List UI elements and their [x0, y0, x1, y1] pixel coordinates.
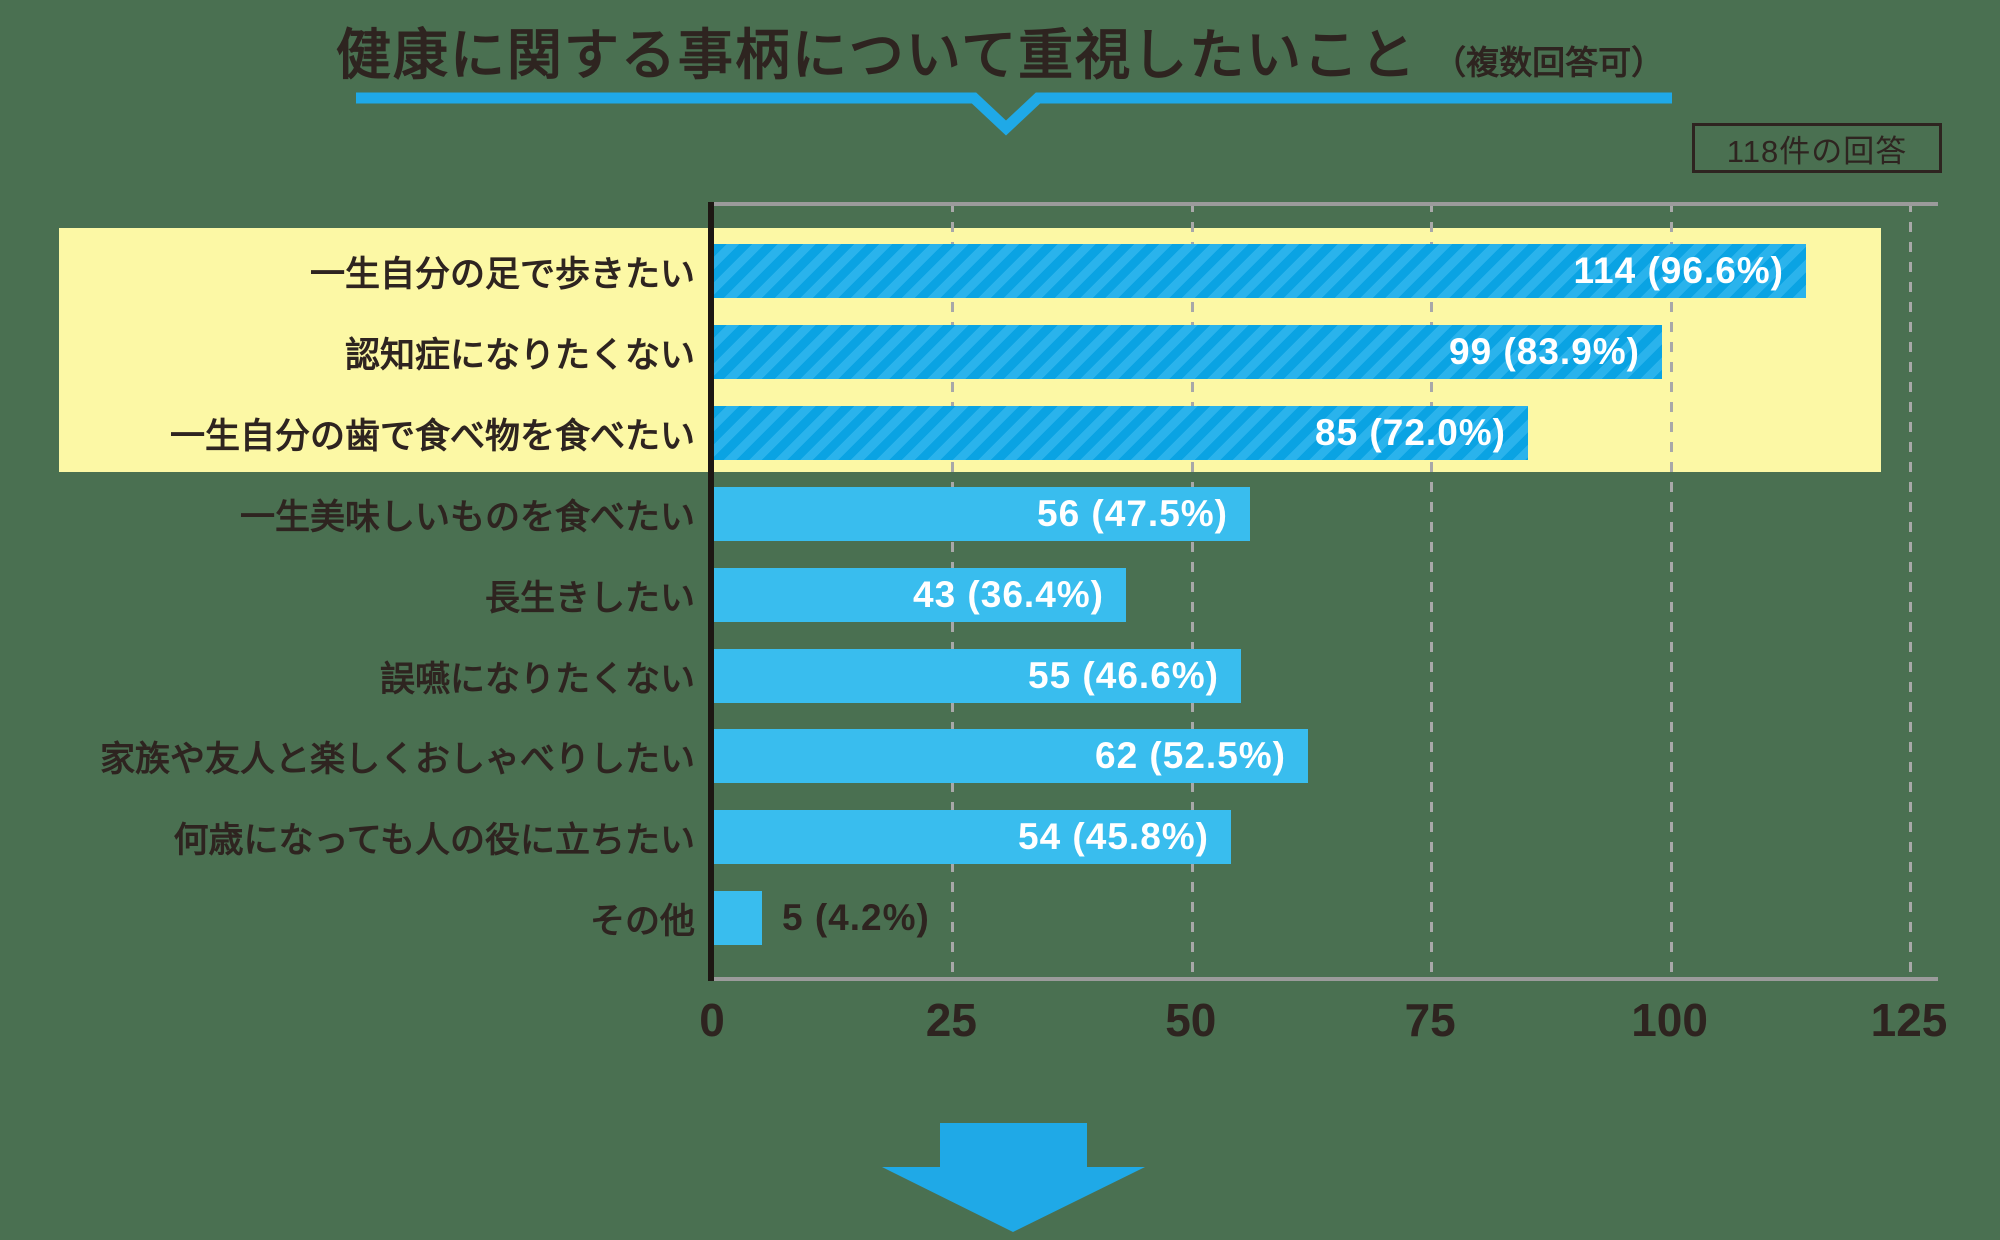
bar: 114 (96.6%): [714, 244, 1806, 298]
answer-count-label: 118件の回答: [1726, 133, 1908, 169]
chart-row: 一生自分の足で歩きたい 114 (96.6%): [0, 244, 2000, 298]
chart-row: 認知症になりたくない 99 (83.9%): [0, 325, 2000, 379]
bar-value-label: 85 (72.0%): [1315, 412, 1506, 453]
bar: 55 (46.6%): [714, 649, 1241, 703]
bar: 43 (36.4%): [714, 568, 1126, 622]
bar-value-label: 5 (4.2%): [782, 897, 930, 938]
down-arrow-icon: [882, 1123, 1145, 1232]
x-axis-tick: 125: [1870, 994, 1948, 1046]
category-label: 一生自分の足で歩きたい: [309, 254, 695, 294]
bar: 5 (4.2%): [714, 891, 929, 945]
chart-row: 一生美味しいものを食べたい 56 (47.5%): [0, 487, 2000, 541]
category-label: 誤嚥になりたくない: [379, 659, 695, 699]
category-label: 認知症になりたくない: [344, 335, 695, 375]
x-axis-baseline: [708, 977, 1938, 981]
x-axis-tick: 25: [925, 994, 977, 1046]
bar-value-label: 54 (45.8%): [1018, 816, 1209, 857]
chart-row: 長生きしたい 43 (36.4%): [0, 568, 2000, 622]
y-axis-line: [708, 202, 714, 981]
x-axis-tick: 50: [1165, 994, 1217, 1046]
title-underline-pointer: [356, 92, 1672, 136]
gridline: [1669, 202, 1673, 980]
chart-row: 誤嚥になりたくない 55 (46.6%): [0, 649, 2000, 703]
bar-value-label: 55 (46.6%): [1028, 655, 1219, 696]
bar-value-label: 56 (47.5%): [1037, 493, 1228, 534]
bar-value-label: 62 (52.5%): [1095, 735, 1286, 776]
bar-value-label: 43 (36.4%): [913, 574, 1104, 615]
chart-title-note: （複数回答可）: [1433, 44, 1665, 81]
x-axis-tick: 75: [1404, 994, 1456, 1046]
category-label: 長生きしたい: [484, 578, 695, 618]
bar: 85 (72.0%): [714, 406, 1528, 460]
chart-row: 一生自分の歯で食べ物を食べたい 85 (72.0%): [0, 406, 2000, 460]
plot-top-border: [708, 202, 1938, 206]
category-label: 何歳になっても人の役に立ちたい: [173, 820, 695, 860]
category-label: その他: [589, 901, 695, 941]
bar: 54 (45.8%): [714, 810, 1231, 864]
bar-value-label: 99 (83.9%): [1449, 331, 1640, 372]
chart-row: その他 5 (4.2%): [0, 891, 2000, 945]
category-label: 一生自分の歯で食べ物を食べたい: [169, 416, 695, 456]
x-axis-tick: 100: [1631, 994, 1708, 1046]
chart-row: 何歳になっても人の役に立ちたい 54 (45.8%): [0, 810, 2000, 864]
bar-value-label: 114 (96.6%): [1573, 250, 1784, 291]
gridline: [1909, 202, 1912, 980]
category-label: 家族や友人と楽しくおしゃべりしたい: [99, 739, 695, 779]
chart-title: 健康に関する事柄について重視したいこと: [335, 24, 1418, 86]
chart-title-row: 健康に関する事柄について重視したいこと （複数回答可）: [0, 10, 2000, 90]
gridline: [1430, 202, 1434, 980]
bar: 56 (47.5%): [714, 487, 1250, 541]
x-axis-tick: 0: [699, 994, 725, 1046]
chart-row: 家族や友人と楽しくおしゃべりしたい 62 (52.5%): [0, 729, 2000, 783]
bar: 99 (83.9%): [714, 325, 1662, 379]
answer-count-badge: 118件の回答: [1692, 123, 1942, 173]
bar: 62 (52.5%): [714, 729, 1308, 783]
gridline: [1190, 202, 1194, 980]
category-label: 一生美味しいものを食べたい: [239, 497, 695, 537]
